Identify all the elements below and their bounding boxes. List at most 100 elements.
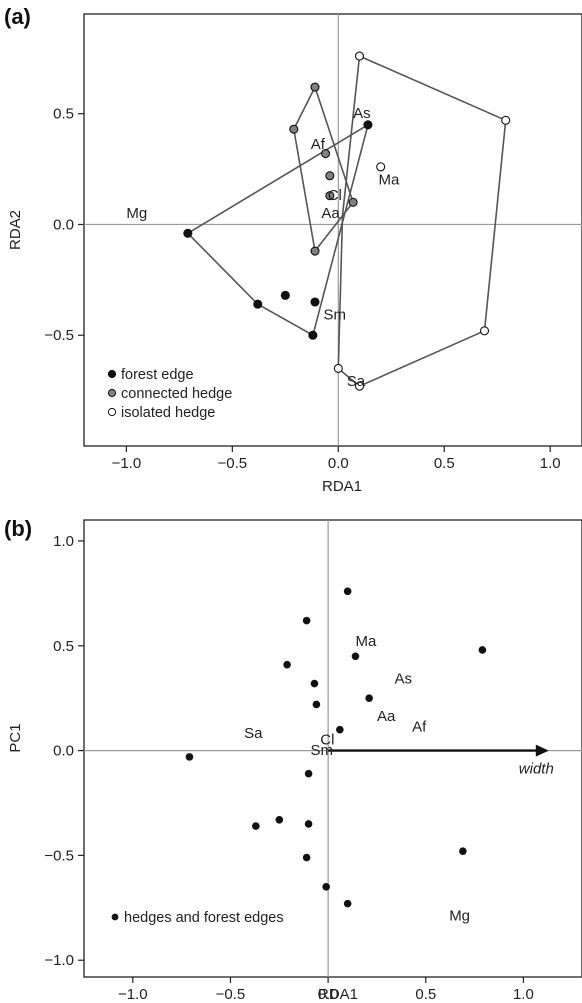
point-isolated-hedge <box>333 363 343 374</box>
hull-forest-edge <box>187 124 369 337</box>
point-isolated-hedge <box>501 115 511 125</box>
x-tick-label: −1.0 <box>118 986 148 1003</box>
point-connected-hedge <box>348 197 358 207</box>
species-label-aa: Aa <box>377 708 396 725</box>
legend-connected-hedge: connected hedge <box>121 386 232 402</box>
species-label-aa: Aa <box>321 205 340 222</box>
point-hedges-and-forest-edges <box>302 616 311 625</box>
legend-hedges-and-forest-edges: hedges and forest edges <box>124 910 284 926</box>
legend-forest-edge: forest edge <box>121 367 194 383</box>
x-tick-label: −1.0 <box>112 455 142 472</box>
x-tick-label: 0.0 <box>318 986 339 1003</box>
species-label-ma: Ma <box>355 633 376 650</box>
point-forest-edge <box>253 299 263 309</box>
point-isolated-hedge <box>479 326 490 336</box>
point-connected-hedge <box>289 124 299 134</box>
point-hedges-and-forest-edges <box>185 753 194 761</box>
legend-isolated-hedge: isolated hedge <box>121 405 215 421</box>
species-label-mg: Mg <box>126 205 147 222</box>
legend-marker-connected-hedge <box>107 388 117 398</box>
panel-b-frame <box>83 519 582 978</box>
legend-marker-isolated-hedge <box>107 407 117 417</box>
point-hedges-and-forest-edges <box>304 820 313 828</box>
point-hedges-and-forest-edges <box>310 679 319 688</box>
point-hedges-and-forest-edges <box>302 853 311 862</box>
panel-b-legend: hedges and forest edges <box>111 910 284 926</box>
point-isolated-hedge <box>376 162 386 172</box>
point-isolated-hedge <box>354 51 365 61</box>
y-tick-label: 0.0 <box>53 216 74 233</box>
panel-a-points <box>183 51 511 391</box>
width-vector-arrowhead <box>535 744 549 757</box>
point-connected-hedge <box>310 82 320 92</box>
species-label-ma: Ma <box>379 172 400 189</box>
panel-b-ticks: −1.0 −0.5 0.0 0.5 1.0 −1.0 −0.5 0.0 0.5 1.0 <box>44 533 533 1003</box>
panel-a-frame <box>83 13 582 447</box>
y-tick-label: 0.5 <box>53 106 74 123</box>
panel-b-label: (b) <box>4 516 32 541</box>
point-hedges-and-forest-edges <box>322 883 330 891</box>
point-hedges-and-forest-edges <box>478 646 487 654</box>
x-tick-label: −0.5 <box>216 986 246 1003</box>
point-hedges-and-forest-edges <box>312 700 321 709</box>
width-vector-label: width <box>519 761 554 778</box>
species-label-sm: Sm <box>323 307 346 324</box>
point-connected-hedge <box>310 246 320 256</box>
species-label-af: Af <box>412 719 427 736</box>
y-tick-label: −0.5 <box>44 327 74 344</box>
species-label-cl: Cl <box>328 187 342 204</box>
species-label-as: As <box>353 105 371 122</box>
x-tick-label: 1.0 <box>513 986 534 1003</box>
point-hedges-and-forest-edges <box>304 769 313 778</box>
species-label-sa: Sa <box>244 725 263 742</box>
point-connected-hedge <box>325 191 335 201</box>
panel-a-y-axis-label: RDA2 <box>7 210 24 250</box>
x-tick-label: 0.0 <box>328 455 349 472</box>
hull-connected-hedge <box>292 86 354 252</box>
panel-a-x-axis-label: RDA1 <box>322 478 362 495</box>
species-label-af: Af <box>311 136 326 153</box>
panel-b: (b) RDA1 PC1 −1.0 −0.5 0.0 0.5 1.0 −1.0 −0.5 0.… <box>4 516 582 1003</box>
x-tick-label: 1.0 <box>540 455 561 472</box>
panel-a-label: (a) <box>4 4 31 29</box>
panel-a-ticks: −1.0 −0.5 0.0 0.5 1.0 −0.5 0.0 0.5 <box>44 106 560 472</box>
point-forest-edge <box>363 120 373 130</box>
species-label-sa: Sa <box>347 373 366 390</box>
y-tick-label: 0.0 <box>53 743 74 760</box>
x-tick-label: 0.5 <box>434 455 455 472</box>
point-forest-edge <box>308 330 318 340</box>
point-hedges-and-forest-edges <box>336 725 344 734</box>
point-hedges-and-forest-edges <box>459 847 467 856</box>
point-hedges-and-forest-edges <box>365 694 373 702</box>
species-label-cl: Cl <box>320 731 334 748</box>
species-label-as: As <box>395 671 413 688</box>
panel-a-zero-lines <box>84 14 582 446</box>
panel-a-hulls <box>187 55 507 388</box>
point-hedges-and-forest-edges <box>283 660 291 669</box>
panel-b-x-axis-label: RDA1 <box>318 986 358 1003</box>
panel-a-legend: forest edge connected hedge isolated hed… <box>107 367 232 421</box>
panel-b-vector: width <box>328 744 554 778</box>
point-hedges-and-forest-edges <box>275 815 284 824</box>
legend-marker-forest-edge <box>107 369 117 379</box>
species-label-sm: Sm <box>311 742 334 759</box>
point-hedges-and-forest-edges <box>343 587 352 596</box>
point-hedges-and-forest-edges <box>252 822 260 830</box>
species-label-mg: Mg <box>449 907 470 924</box>
point-isolated-hedge <box>354 381 365 391</box>
x-tick-label: 0.5 <box>415 986 436 1003</box>
point-connected-hedge <box>325 171 335 181</box>
panel-b-y-axis-label: PC1 <box>7 723 24 752</box>
y-tick-label: 1.0 <box>53 533 74 550</box>
y-tick-label: −1.0 <box>44 952 74 969</box>
point-forest-edge <box>310 297 320 307</box>
point-forest-edge <box>280 290 290 300</box>
point-connected-hedge <box>321 149 331 159</box>
x-tick-label: −0.5 <box>218 455 248 472</box>
point-forest-edge <box>183 228 193 238</box>
point-hedges-and-forest-edges <box>351 652 360 661</box>
panel-b-points <box>185 587 487 908</box>
